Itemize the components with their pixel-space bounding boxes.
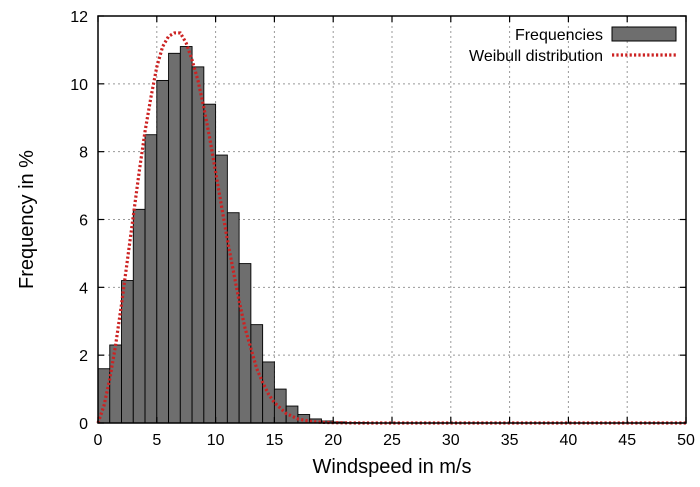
x-tick-label: 0 (94, 432, 103, 449)
frequency-bar (226, 212, 240, 424)
y-axis-ticks: 0 2 4 6 8 10 12 (70, 9, 686, 433)
frequency-bar (285, 405, 299, 424)
legend: Frequencies Weibull distribution (469, 26, 677, 65)
frequency-bar (191, 66, 205, 424)
frequency-bar (97, 368, 111, 424)
frequency-bar (238, 263, 252, 424)
y-tick-label: 6 (79, 213, 88, 230)
x-tick-label: 35 (501, 432, 519, 449)
y-tick-label: 0 (79, 416, 88, 433)
y-tick-label: 10 (70, 77, 88, 94)
legend-swatch-frequencies (611, 26, 677, 42)
x-tick-label: 45 (618, 432, 636, 449)
frequency-bar (168, 52, 181, 424)
y-tick-label: 4 (79, 280, 88, 297)
x-tick-label: 20 (324, 432, 342, 449)
x-tick-label: 50 (677, 432, 695, 449)
x-axis-ticks: 0 5 10 15 20 25 30 35 40 45 50 (94, 16, 695, 449)
y-axis-title: Frequency in % (16, 150, 38, 289)
x-tick-label: 10 (207, 432, 225, 449)
frequency-bar (179, 46, 193, 424)
frequency-bar (297, 414, 311, 424)
x-axis-title: Windspeed in m/s (313, 456, 472, 478)
x-tick-label: 40 (560, 432, 578, 449)
frequency-bar (203, 103, 217, 424)
x-tick-label: 30 (442, 432, 460, 449)
x-tick-label: 5 (152, 432, 161, 449)
y-tick-label: 2 (79, 348, 88, 365)
x-tick-label: 15 (266, 432, 284, 449)
frequency-bar (156, 79, 170, 424)
legend-label-weibull-distribution: Weibull distribution (469, 48, 603, 65)
frequency-bar (262, 361, 275, 424)
legend-label-frequencies: Frequencies (515, 27, 603, 44)
y-tick-label: 8 (79, 145, 88, 162)
frequency-bar (250, 324, 264, 424)
frequency-bar (215, 154, 228, 424)
x-tick-label: 25 (383, 432, 401, 449)
grid-lines (98, 16, 686, 423)
y-tick-label: 12 (70, 9, 88, 26)
frequency-bar (144, 134, 158, 424)
frequency-bar (132, 208, 146, 424)
frequency-bar (109, 344, 122, 424)
